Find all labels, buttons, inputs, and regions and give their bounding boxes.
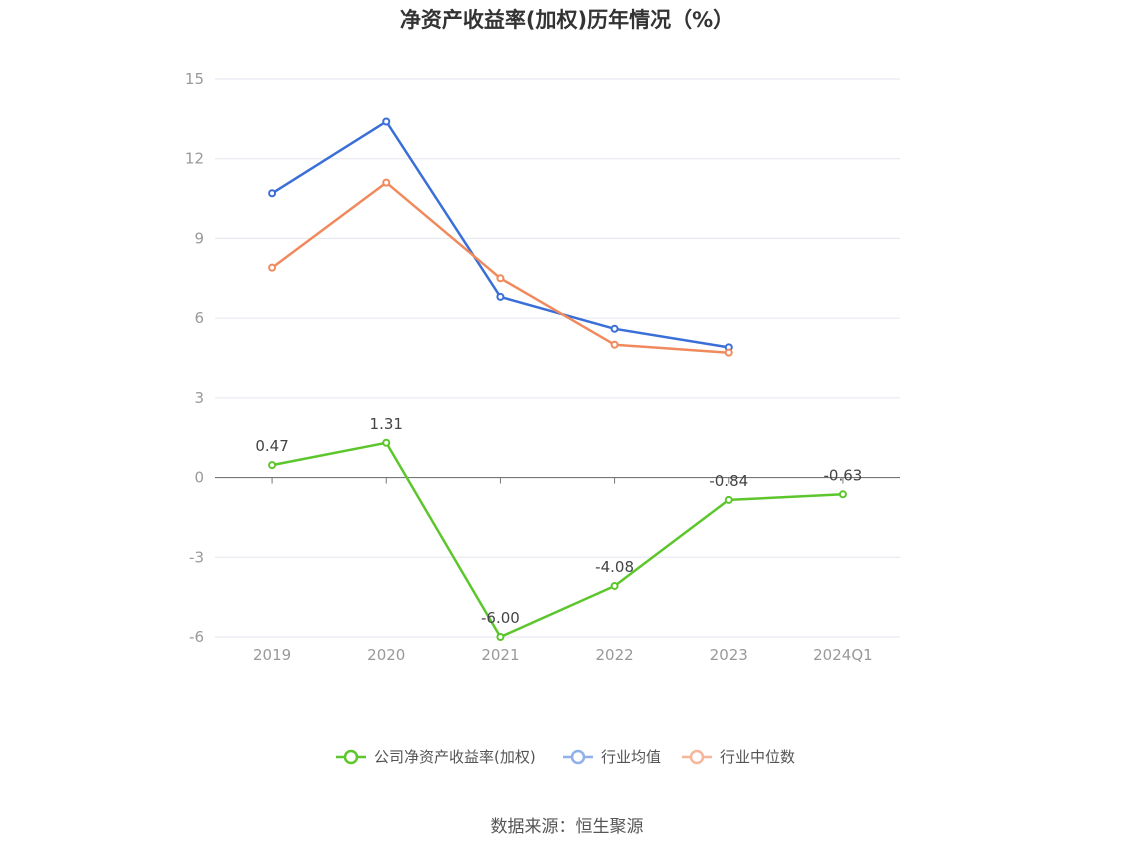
data-point	[382, 117, 391, 126]
y-tick-label: 0	[194, 469, 204, 487]
data-point	[382, 178, 391, 187]
data-point	[838, 490, 847, 499]
series-line	[271, 441, 843, 639]
x-tick-label: 2023	[710, 646, 748, 664]
data-label: -6.00	[481, 609, 520, 627]
data-point	[496, 274, 505, 283]
y-tick-label: 15	[185, 70, 204, 88]
data-point	[496, 292, 505, 301]
data-label: -4.08	[595, 558, 634, 576]
legend-label: 行业中位数	[720, 748, 795, 766]
legend-swatch-marker	[570, 749, 586, 765]
x-tick-label: 2020	[367, 646, 405, 664]
data-point	[496, 633, 505, 641]
data-label: 0.47	[255, 437, 288, 455]
data-point	[724, 348, 733, 357]
x-tick-label: 2019	[253, 646, 291, 664]
y-tick-label: 6	[194, 309, 204, 327]
data-label: 1.31	[370, 415, 403, 433]
data-label: -0.63	[824, 466, 863, 484]
legend-label: 行业均值	[601, 748, 661, 766]
source-note: 数据来源：恒生聚源	[490, 817, 644, 837]
y-tick-label: -6	[189, 628, 204, 646]
data-point	[268, 189, 277, 198]
data-label: -0.84	[709, 472, 748, 490]
y-tick-label: 9	[194, 229, 204, 247]
data-point	[610, 581, 619, 590]
data-labels: 0.47 1.31 -6.00 -4.08 -0.84 -0.63	[255, 415, 862, 627]
y-tick-label: 3	[194, 389, 204, 407]
data-point	[610, 324, 619, 333]
x-tick-label: 2021	[481, 646, 519, 664]
data-point	[268, 263, 277, 272]
y-tick-label: 12	[185, 150, 204, 168]
data-point	[382, 438, 391, 447]
data-point	[724, 495, 733, 504]
legend-label: 公司净资产收益率(加权)	[374, 748, 536, 766]
legend-swatch-marker	[343, 749, 359, 765]
data-point	[268, 461, 277, 470]
grid-lines	[215, 78, 900, 638]
data-point	[610, 340, 619, 349]
legend: 公司净资产收益率(加权) 行业均值 行业中位数	[336, 748, 795, 766]
chart-title: 净资产收益率(加权)历年情况（%）	[399, 8, 735, 32]
x-tick-label: 2024Q1	[813, 646, 873, 664]
series-lines	[268, 117, 847, 641]
x-tick-label: 2022	[595, 646, 633, 664]
axes: 15 12 9 6 3 0 -3 -6 2019 2020 2021 2022 2023 2024Q1	[185, 70, 900, 664]
y-tick-label: -3	[189, 548, 204, 566]
series-line	[271, 181, 729, 354]
series-line	[271, 120, 730, 349]
legend-swatch-marker	[689, 749, 705, 765]
